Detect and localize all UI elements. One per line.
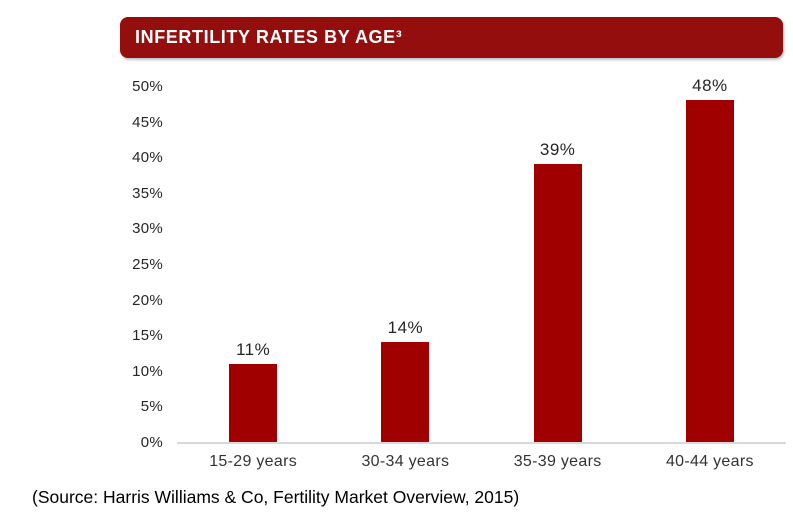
x-axis-line bbox=[177, 442, 786, 444]
bar-value-label: 39% bbox=[539, 140, 576, 160]
source-note: (Source: Harris Williams & Co, Fertility… bbox=[32, 487, 520, 507]
y-axis-tick-label: 40% bbox=[132, 149, 163, 167]
y-axis-tick-label: 10% bbox=[132, 362, 163, 380]
bar bbox=[229, 363, 278, 442]
y-axis-tick-label: 45% bbox=[132, 113, 163, 131]
x-axis-category-label: 40-44 years bbox=[665, 453, 754, 470]
bar bbox=[381, 342, 430, 442]
y-axis-tick-label: 5% bbox=[140, 398, 163, 416]
chart-title-bar: INFERTILITY RATES BY AGE³ bbox=[120, 17, 783, 58]
x-axis-category-label: 30-34 years bbox=[361, 453, 450, 470]
y-axis-tick-label: 35% bbox=[132, 184, 163, 202]
x-axis-category-label: 35-39 years bbox=[513, 453, 602, 470]
bar bbox=[533, 164, 582, 442]
y-axis-tick-label: 30% bbox=[132, 220, 163, 238]
y-axis-tick-label: 15% bbox=[132, 327, 163, 345]
y-axis-tick-label: 20% bbox=[132, 291, 163, 309]
y-axis-tick-label: 50% bbox=[132, 78, 163, 95]
bar bbox=[685, 100, 734, 442]
bar-value-label: 14% bbox=[387, 318, 424, 338]
bar-value-label: 48% bbox=[692, 76, 728, 96]
x-axis-category-label: 15-29 years bbox=[209, 453, 298, 470]
chart-title: INFERTILITY RATES BY AGE³ bbox=[135, 27, 403, 47]
y-axis-tick-label: 25% bbox=[132, 256, 163, 273]
y-axis-tick-label: 0% bbox=[140, 434, 163, 451]
bar-value-label: 11% bbox=[235, 339, 271, 359]
